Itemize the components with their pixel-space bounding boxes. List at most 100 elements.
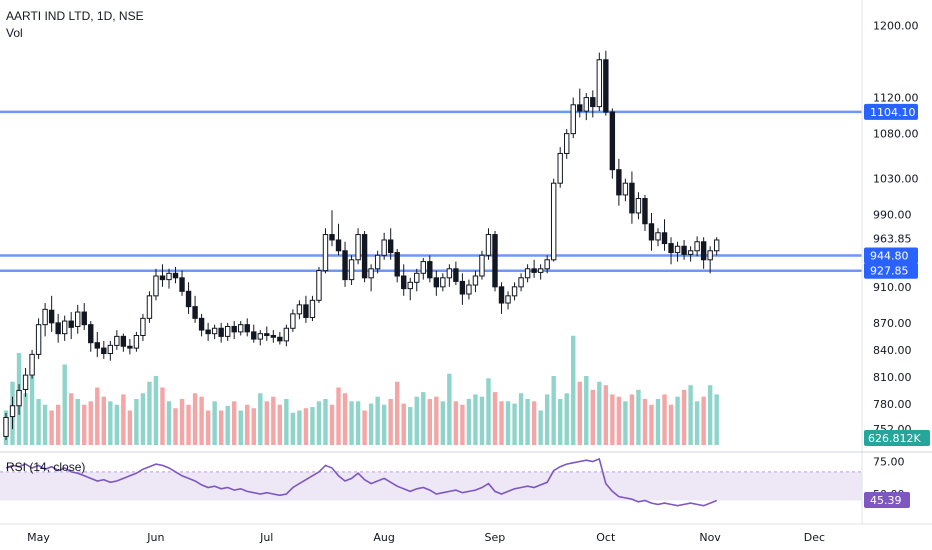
volume-bar: [668, 404, 674, 445]
volume-bar: [245, 404, 250, 445]
candle-body: [61, 320, 68, 335]
candle-body: [596, 59, 603, 108]
price-tick-label: 810.00: [873, 371, 912, 384]
volume-bar: [401, 403, 406, 445]
volume-bar: [492, 392, 498, 445]
volume-bar: [616, 396, 622, 445]
price-tick-label: 780.00: [873, 398, 912, 411]
volume-bar: [603, 385, 609, 445]
candle-body: [309, 299, 316, 318]
time-tick-label: Oct: [596, 531, 616, 544]
price-tick-label: 910.00: [873, 281, 912, 294]
price-tick-label: 1080.00: [873, 128, 919, 141]
candle-body: [635, 198, 642, 214]
candle-body: [616, 169, 622, 196]
volume-bar: [108, 401, 113, 445]
time-tick-label: May: [27, 531, 50, 544]
volume-bar: [466, 399, 472, 445]
candle-body: [492, 234, 498, 288]
candle-body: [322, 234, 329, 272]
candle-body: [140, 317, 146, 336]
volume-bar: [655, 399, 661, 445]
candle-body: [498, 286, 505, 304]
volume-bar: [36, 399, 41, 445]
candle-body: [120, 335, 127, 347]
volume-bar: [414, 396, 419, 445]
volume-bar: [336, 387, 341, 445]
time-tick-label: Sep: [485, 531, 506, 544]
volume-bar: [88, 401, 93, 445]
volume-bar: [329, 404, 335, 445]
candle-body: [681, 245, 687, 255]
rsi-label[interactable]: RSI (14, close): [6, 460, 86, 474]
candle-body: [524, 268, 531, 279]
volume-bar: [251, 408, 256, 445]
volume-bar: [479, 396, 485, 445]
time-tick-label: Jun: [146, 531, 164, 544]
volume-bar: [447, 373, 452, 445]
volume-bar: [538, 410, 543, 445]
candle-body: [479, 254, 485, 277]
volume-bar: [316, 401, 322, 445]
candle-body: [29, 353, 35, 376]
rsi-tick-label: 75.00: [873, 456, 905, 469]
candle-body: [198, 317, 205, 331]
candle-body: [55, 322, 61, 335]
volume-label[interactable]: Vol: [6, 26, 23, 40]
candle-body: [211, 327, 218, 335]
candle-body: [394, 252, 400, 277]
volume-bar: [453, 401, 459, 445]
candle-body: [238, 324, 244, 333]
volume-bar: [368, 403, 374, 445]
volume-bar: [186, 404, 191, 445]
rsi-value-tag: [864, 491, 910, 508]
volume-bar: [623, 401, 628, 445]
price-tick-label: 990.00: [873, 209, 912, 222]
candle-body: [414, 272, 420, 283]
volume-bar: [688, 385, 693, 445]
volume-bar: [140, 393, 146, 445]
volume-bar: [571, 335, 576, 445]
volume-bar: [225, 405, 230, 445]
price-tick-label: 1030.00: [873, 173, 919, 186]
volume-bar: [434, 396, 439, 445]
volume-bar: [355, 401, 361, 445]
candle-body: [427, 261, 433, 279]
volume-bar: [42, 404, 48, 445]
candle-body: [537, 268, 544, 273]
volume-bar: [323, 399, 328, 445]
candle-body: [707, 250, 713, 261]
candle-body: [81, 311, 87, 326]
volume-bar: [114, 404, 120, 445]
candle-body: [564, 133, 570, 154]
volume-bar: [277, 404, 283, 445]
candle-body: [700, 241, 707, 261]
candle-body: [446, 268, 453, 279]
volume-bar: [192, 393, 198, 445]
price-tag: [864, 103, 918, 120]
candle-body: [114, 335, 120, 346]
price-tick-label: 963.85: [873, 232, 912, 245]
volume-bar: [160, 387, 165, 445]
volume-bar: [610, 394, 615, 445]
candle-body: [231, 325, 237, 333]
candle-body: [107, 344, 114, 354]
volume-bar: [82, 404, 87, 445]
candle-body: [674, 245, 681, 254]
volume-bar: [512, 403, 517, 445]
candle-body: [668, 243, 674, 254]
volume-bar: [199, 396, 204, 445]
candle-body: [550, 182, 557, 261]
volume-bar: [681, 389, 687, 445]
candle-body: [485, 234, 492, 256]
volume-bars: [3, 335, 719, 445]
candle-body: [9, 405, 16, 418]
volume-bar: [271, 396, 276, 445]
volume-bar: [342, 393, 348, 445]
price-tick-label: 1200.00: [873, 20, 919, 33]
price-tag-label: 944.80: [870, 249, 909, 262]
volume-bar: [662, 394, 667, 445]
candle-body: [257, 333, 263, 340]
volume-bar: [62, 364, 67, 445]
symbol-title[interactable]: AARTI IND LTD, 1D, NSE: [6, 9, 144, 23]
